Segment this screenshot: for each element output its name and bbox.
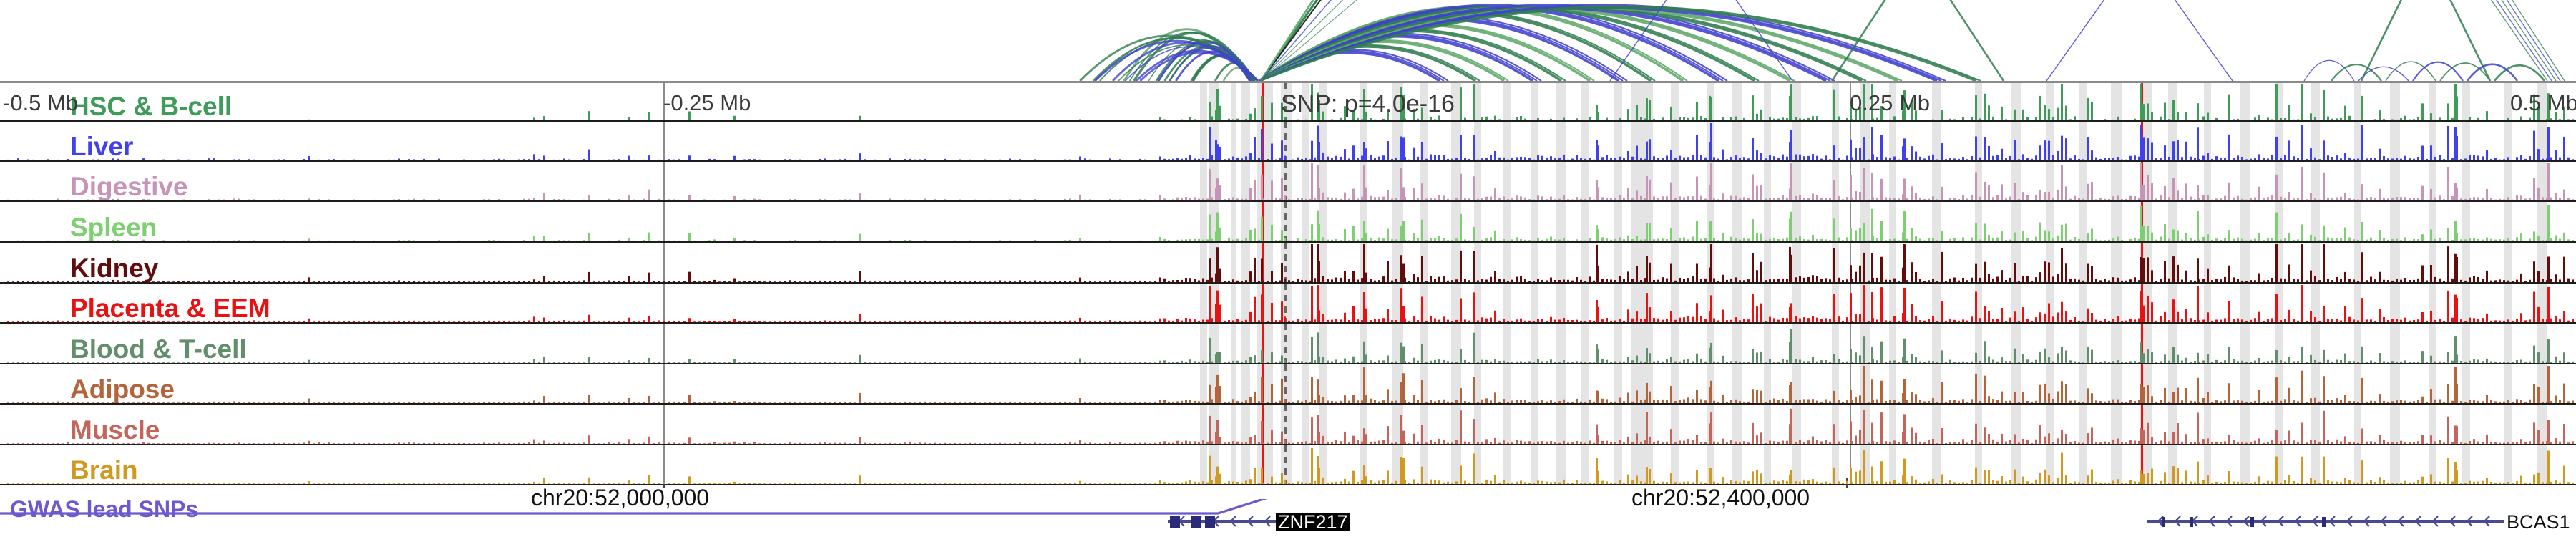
gene-exon — [2322, 517, 2326, 527]
gwas-lead-snps-label: GWAS lead SNPs — [10, 496, 199, 522]
gene-exon — [1170, 516, 1180, 528]
gene-exon — [2250, 517, 2254, 527]
signal-track-blood-t-cell[interactable]: Blood & T-cell — [0, 324, 2576, 364]
gene-exon — [2190, 517, 2193, 527]
track-signal-canvas — [0, 202, 2576, 241]
signal-track-liver[interactable]: Liver — [0, 122, 2576, 162]
signal-track-placenta-eem[interactable]: Placenta & EEM — [0, 284, 2576, 324]
track-signal-canvas — [0, 445, 2576, 484]
gene-body-bcas1[interactable] — [2147, 520, 2504, 523]
gene-strand-arrows-znf217 — [1168, 513, 1276, 531]
gene-strand-arrows-bcas1 — [2147, 513, 2504, 531]
axis-tick-label: 0.5 Mb — [2510, 90, 2576, 115]
axis-tick-label: -0.5 Mb — [3, 90, 79, 115]
track-signal-canvas — [0, 364, 2576, 403]
signal-track-kidney[interactable]: Kidney — [0, 243, 2576, 284]
arc-svg — [1079, 0, 2565, 81]
gene-body-znf217[interactable] — [1168, 520, 1276, 523]
gene-exon — [2162, 517, 2165, 527]
snp-pvalue-label: SNP: p=4.0e-16 — [1281, 90, 1455, 117]
gene-label-znf217[interactable]: ZNF217 — [1276, 513, 1350, 532]
chromatin-loop-arc-panel[interactable] — [0, 0, 2576, 81]
coordinate-label: chr20:52,000,000 — [531, 485, 710, 511]
track-signal-canvas — [0, 243, 2576, 282]
axis-tick-label: 0.25 Mb — [1850, 90, 1931, 115]
gene-annotation-track[interactable]: ZNF217 BCAS1 — [0, 513, 2576, 537]
gene-label-bcas1[interactable]: BCAS1 — [2507, 511, 2570, 533]
signal-track-muscle[interactable]: Muscle — [0, 405, 2576, 445]
axis-tick-label: -0.25 Mb — [663, 90, 751, 115]
signal-track-adipose[interactable]: Adipose — [0, 364, 2576, 405]
coordinate-ruler: chr20:52,000,000 chr20:52,400,000 — [0, 478, 2576, 537]
coordinate-label: chr20:52,400,000 — [1631, 485, 1810, 511]
track-signal-canvas — [0, 284, 2576, 322]
track-signal-canvas — [0, 405, 2576, 444]
track-signal-canvas — [0, 324, 2576, 363]
signal-track-digestive[interactable]: Digestive — [0, 162, 2576, 202]
track-signal-canvas — [0, 122, 2576, 160]
gene-exon — [1191, 516, 1201, 528]
track-signal-canvas — [0, 162, 2576, 200]
gene-exon — [1205, 516, 1215, 528]
signal-track-stack[interactable]: HSC & B-cell Liver Digestive Spleen Kidney Pl… — [0, 81, 2576, 488]
signal-track-spleen[interactable]: Spleen — [0, 202, 2576, 243]
signal-track-brain[interactable]: Brain — [0, 445, 2576, 485]
